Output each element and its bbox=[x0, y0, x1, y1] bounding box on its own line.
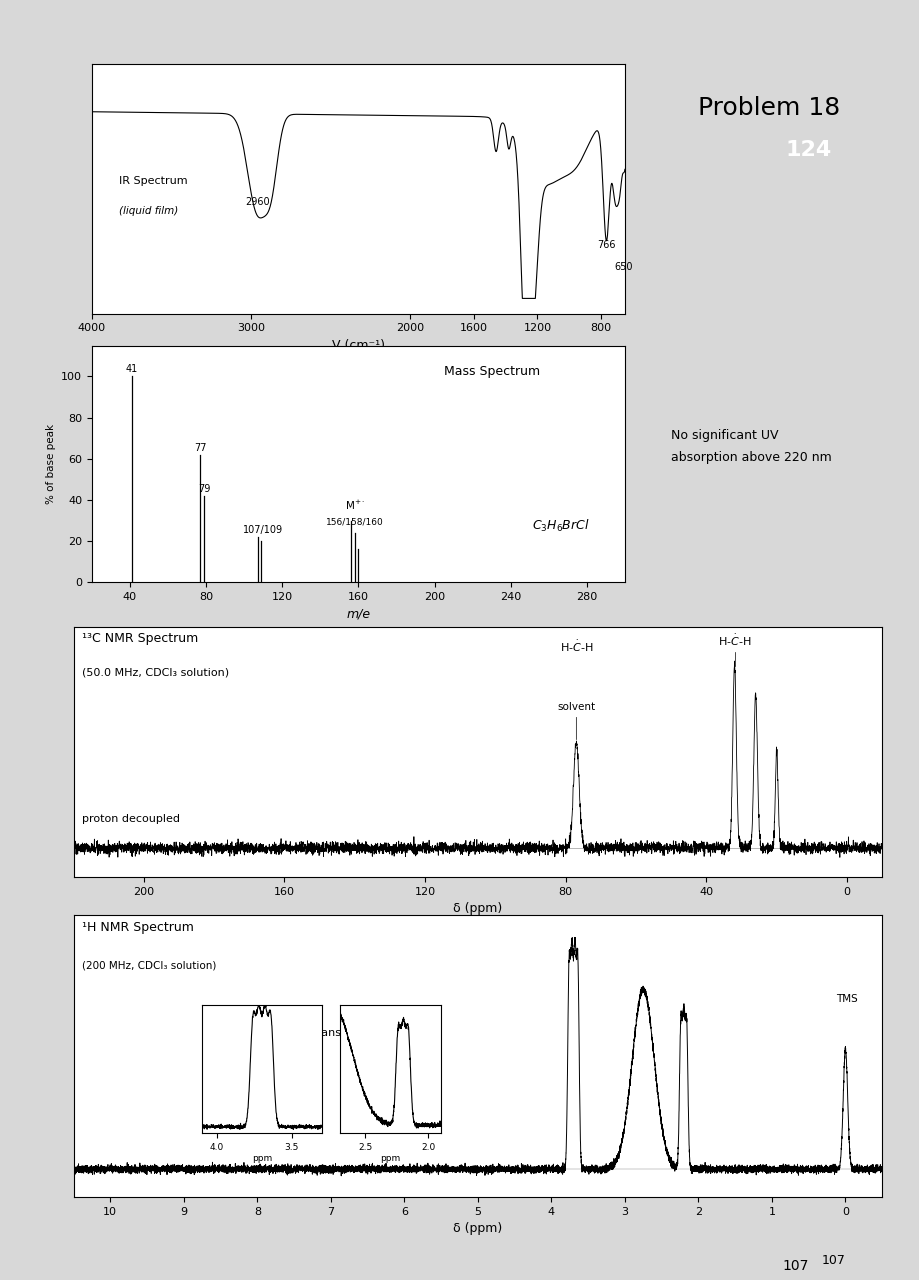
Text: 77: 77 bbox=[194, 443, 207, 453]
Text: 156/158/160: 156/158/160 bbox=[325, 517, 383, 527]
Text: IR Spectrum: IR Spectrum bbox=[119, 177, 187, 187]
Y-axis label: % of base peak: % of base peak bbox=[46, 424, 56, 504]
Text: absorption above 220 nm: absorption above 220 nm bbox=[671, 451, 832, 463]
Text: proton decoupled: proton decoupled bbox=[82, 814, 179, 824]
Text: 2960: 2960 bbox=[245, 197, 269, 207]
X-axis label: δ (ppm): δ (ppm) bbox=[453, 902, 503, 915]
Text: ppm: ppm bbox=[252, 1155, 272, 1164]
Text: 79: 79 bbox=[198, 484, 210, 494]
Text: expansions: expansions bbox=[301, 1028, 364, 1038]
X-axis label: V (cm⁻¹): V (cm⁻¹) bbox=[332, 339, 385, 352]
Text: M$^{+\cdot}$: M$^{+\cdot}$ bbox=[345, 499, 365, 512]
Text: H-$\dot{C}$-H: H-$\dot{C}$-H bbox=[560, 639, 593, 654]
X-axis label: m/e: m/e bbox=[346, 608, 370, 621]
Text: 41: 41 bbox=[126, 365, 138, 374]
Text: Problem 18: Problem 18 bbox=[698, 96, 841, 120]
Text: 107: 107 bbox=[782, 1258, 809, 1272]
Text: solvent: solvent bbox=[557, 701, 596, 740]
Text: Mass Spectrum: Mass Spectrum bbox=[444, 365, 539, 378]
Text: 107: 107 bbox=[822, 1254, 845, 1267]
Text: ¹³C NMR Spectrum: ¹³C NMR Spectrum bbox=[82, 632, 198, 645]
Text: TMS: TMS bbox=[836, 995, 858, 1004]
Text: 107/109: 107/109 bbox=[244, 525, 283, 535]
Text: $C_3H_6BrCl$: $C_3H_6BrCl$ bbox=[532, 518, 590, 535]
Text: (liquid film): (liquid film) bbox=[119, 206, 177, 216]
Text: H-$\dot{C}$-H: H-$\dot{C}$-H bbox=[718, 634, 752, 649]
Text: ¹H NMR Spectrum: ¹H NMR Spectrum bbox=[82, 920, 194, 934]
Text: 124: 124 bbox=[786, 141, 832, 160]
X-axis label: δ (ppm): δ (ppm) bbox=[453, 1222, 503, 1235]
Text: 766: 766 bbox=[597, 241, 616, 251]
Text: 650: 650 bbox=[614, 262, 632, 273]
Text: (50.0 MHz, CDCl₃ solution): (50.0 MHz, CDCl₃ solution) bbox=[82, 667, 229, 677]
Text: No significant UV: No significant UV bbox=[671, 429, 778, 442]
Text: ppm: ppm bbox=[380, 1155, 401, 1164]
Text: (200 MHz, CDCl₃ solution): (200 MHz, CDCl₃ solution) bbox=[82, 960, 216, 970]
